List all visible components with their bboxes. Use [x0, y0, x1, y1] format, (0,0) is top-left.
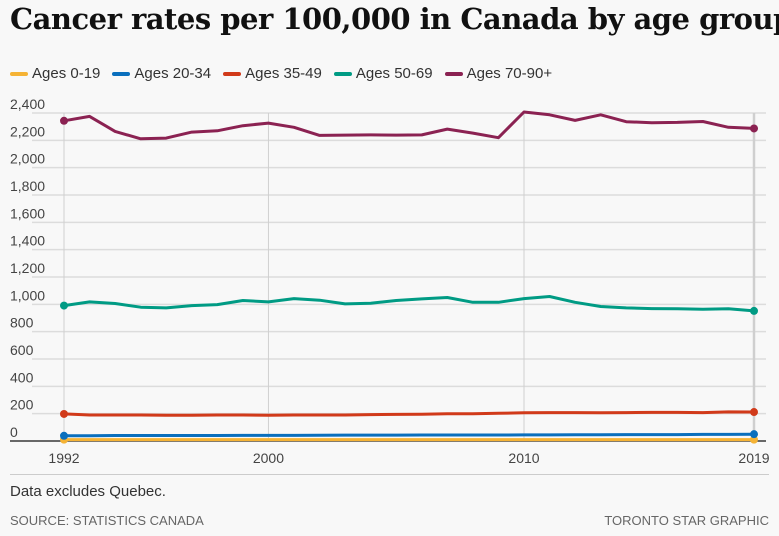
legend-item: Ages 35-49 — [223, 65, 322, 82]
legend-swatch — [444, 71, 463, 76]
legend-item: Ages 0-19 — [10, 65, 100, 82]
legend-label: Ages 35-49 — [245, 65, 322, 82]
legend-swatch — [333, 71, 352, 76]
series-line — [63, 410, 755, 417]
x-tick-label: 2019 — [738, 450, 769, 466]
chart-note: Data excludes Quebec. — [10, 483, 166, 500]
chart-title: Cancer rates per 100,000 in Canada by ag… — [10, 2, 779, 36]
y-tick-label: 2,000 — [10, 151, 45, 167]
legend-swatch — [223, 71, 242, 76]
y-tick-label: 600 — [10, 342, 34, 358]
y-tick-label: 2,400 — [10, 96, 45, 112]
x-tick-label: 2010 — [508, 450, 539, 466]
series-end-point — [750, 124, 758, 133]
series-line — [63, 295, 755, 313]
source-credit: SOURCE: STATISTICS CANADA — [10, 513, 204, 528]
x-tick-label: 2000 — [253, 450, 284, 466]
legend-item: Ages 70-90+ — [444, 65, 553, 82]
legend-label: Ages 70-90+ — [466, 65, 553, 82]
graphic-credit: TORONTO STAR GRAPHIC — [604, 513, 769, 528]
y-tick-label: 400 — [10, 369, 34, 385]
series-line — [63, 110, 755, 141]
legend-label: Ages 50-69 — [355, 65, 433, 82]
series-end-point — [750, 435, 758, 444]
legend-swatch — [112, 71, 131, 76]
legend-label: Ages 20-34 — [134, 65, 212, 82]
series-line — [63, 432, 755, 438]
legend-item: Ages 20-34 — [112, 65, 211, 82]
y-tick-label: 800 — [10, 315, 34, 331]
y-tick-label: 2,200 — [10, 123, 45, 139]
divider — [10, 474, 769, 475]
y-tick-label: 1,600 — [10, 205, 45, 221]
y-tick-label: 0 — [10, 424, 18, 440]
y-tick-label: 1,200 — [10, 260, 45, 276]
y-tick-label: 1,000 — [10, 287, 45, 303]
x-tick-label: 1992 — [48, 450, 79, 466]
series-start-point — [60, 116, 68, 125]
series-end-point — [750, 408, 758, 417]
legend: Ages 0-19 Ages 20-34 Ages 35-49 Ages 50-69 A… — [10, 65, 552, 82]
legend-label: Ages 0-19 — [32, 65, 101, 82]
line-chart: 0 200 400 600 800 1,000 1,200 1,400 1,600 1,800 2,… — [10, 96, 770, 466]
legend-swatch — [10, 71, 28, 76]
y-tick-label: 1,800 — [10, 178, 45, 194]
series-start-point — [60, 409, 68, 418]
series-end-point — [750, 306, 758, 315]
series-end-point — [750, 430, 758, 439]
y-tick-label: 200 — [10, 397, 34, 413]
y-tick-label: 1,400 — [10, 233, 45, 249]
series-start-point — [60, 431, 68, 440]
series-start-point — [60, 301, 68, 310]
legend-item: Ages 50-69 — [333, 65, 433, 82]
